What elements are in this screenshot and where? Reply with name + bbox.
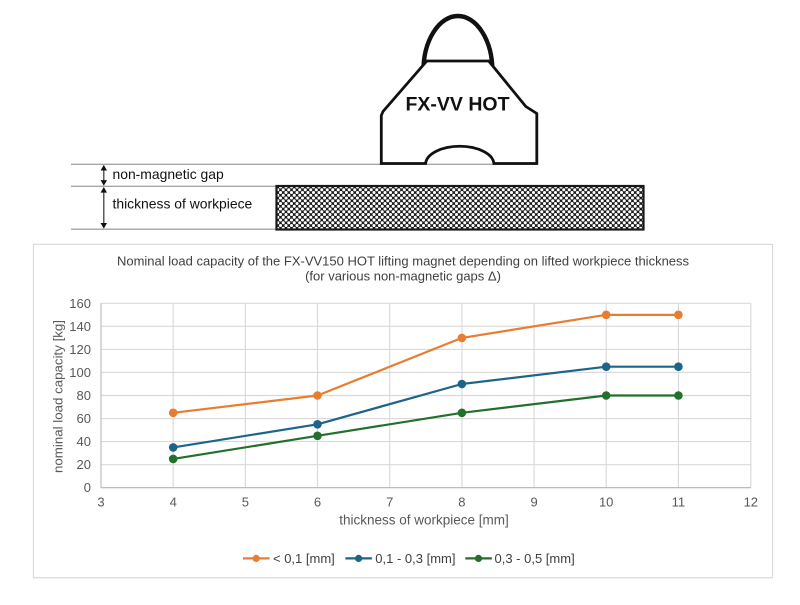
svg-text:thickness of workpiece [mm]: thickness of workpiece [mm] — [339, 513, 509, 528]
svg-text:0: 0 — [84, 480, 91, 495]
svg-text:5: 5 — [242, 495, 249, 510]
svg-text:11: 11 — [672, 495, 686, 510]
svg-text:80: 80 — [77, 388, 91, 403]
svg-text:10: 10 — [599, 495, 613, 510]
svg-text:140: 140 — [69, 319, 91, 334]
svg-text:100: 100 — [69, 365, 91, 380]
svg-text:0,3 - 0,5 [mm]: 0,3 - 0,5 [mm] — [495, 551, 575, 566]
svg-text:120: 120 — [69, 342, 91, 357]
svg-text:FX-VV HOT: FX-VV HOT — [405, 94, 509, 116]
svg-text:Nominal load capacity of the F: Nominal load capacity of the FX-VV150 HO… — [117, 254, 690, 269]
svg-text:4: 4 — [170, 495, 177, 510]
svg-text:6: 6 — [314, 495, 321, 510]
svg-text:12: 12 — [744, 495, 758, 510]
svg-text:thickness of workpiece: thickness of workpiece — [113, 196, 253, 212]
svg-text:(for various non-magnetic gaps: (for various non-magnetic gaps Δ) — [305, 269, 501, 284]
svg-text:160: 160 — [69, 296, 91, 311]
svg-text:0,1 - 0,3 [mm]: 0,1 - 0,3 [mm] — [375, 551, 455, 566]
svg-text:60: 60 — [77, 411, 91, 426]
svg-text:7: 7 — [386, 495, 393, 510]
svg-text:nominal load capacity [kg]: nominal load capacity [kg] — [51, 320, 66, 473]
svg-text:3: 3 — [97, 495, 104, 510]
svg-text:< 0,1 [mm]: < 0,1 [mm] — [273, 551, 335, 566]
svg-text:40: 40 — [77, 434, 91, 449]
svg-text:non-magnetic gap: non-magnetic gap — [113, 166, 224, 182]
svg-text:20: 20 — [77, 457, 91, 472]
svg-text:8: 8 — [458, 495, 465, 510]
svg-text:9: 9 — [530, 495, 537, 510]
